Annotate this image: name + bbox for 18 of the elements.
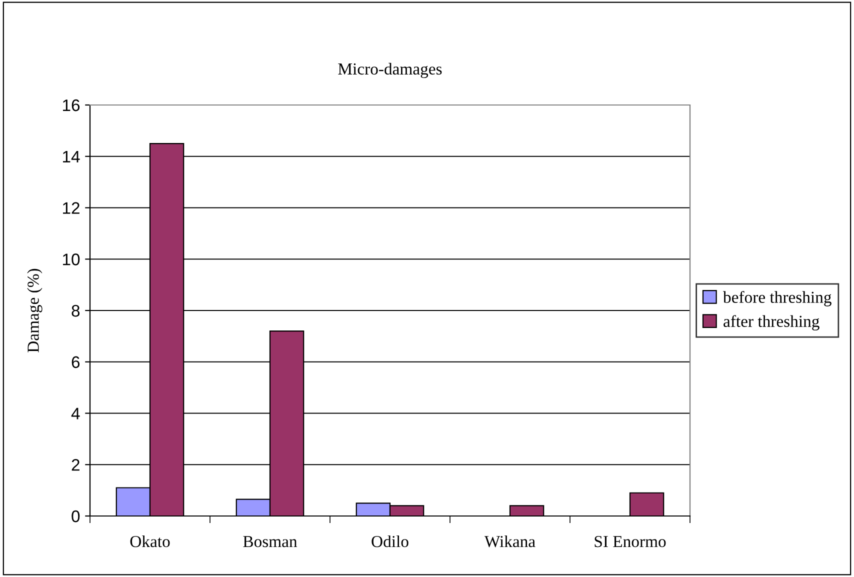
legend-label: before threshing <box>723 291 832 306</box>
y-tick-label: 8 <box>72 304 80 317</box>
x-tick-label: Wikana <box>484 535 536 548</box>
y-tick-label: 16 <box>63 99 80 112</box>
y-tick-label: 14 <box>63 150 80 162</box>
y-tick-label: 0 <box>72 510 80 522</box>
x-tick-label: Odilo <box>372 535 408 548</box>
y-axis-title: Damage (%) <box>27 268 42 352</box>
y-tick-label: 6 <box>72 356 80 368</box>
y-tick-label: 2 <box>72 459 80 471</box>
x-tick-label: SI Enormo <box>594 536 666 548</box>
x-tick-label: Okato <box>130 535 170 548</box>
y-tick-label: 4 <box>71 408 80 420</box>
legend-label: after threshing <box>724 315 820 330</box>
y-tick-label: 10 <box>63 254 80 266</box>
x-tick-label: Bosman <box>243 536 298 548</box>
y-tick-label: 12 <box>63 202 80 214</box>
chart-title: Micro-damages <box>338 62 442 78</box>
